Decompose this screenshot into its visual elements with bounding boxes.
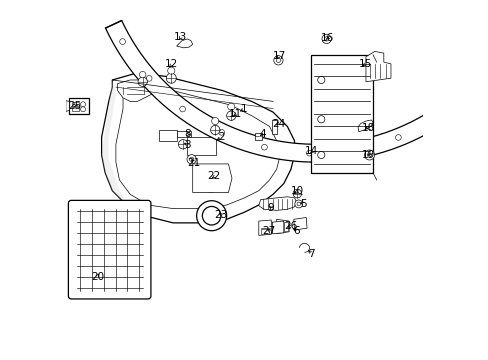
Circle shape bbox=[178, 140, 187, 149]
Text: 23: 23 bbox=[214, 210, 227, 220]
Text: 2: 2 bbox=[218, 132, 224, 142]
Circle shape bbox=[292, 189, 301, 198]
Circle shape bbox=[138, 77, 147, 86]
Circle shape bbox=[218, 130, 224, 135]
Ellipse shape bbox=[203, 176, 228, 191]
Text: 10: 10 bbox=[290, 186, 304, 197]
Circle shape bbox=[273, 56, 283, 65]
Bar bbox=[187, 137, 216, 155]
Circle shape bbox=[146, 76, 152, 81]
Text: 14: 14 bbox=[305, 147, 318, 157]
Circle shape bbox=[294, 200, 302, 208]
Text: 19: 19 bbox=[362, 150, 375, 160]
Bar bbox=[254, 133, 261, 140]
Text: 11: 11 bbox=[228, 109, 242, 119]
Ellipse shape bbox=[202, 170, 219, 186]
Circle shape bbox=[317, 152, 324, 158]
Polygon shape bbox=[486, 68, 488, 83]
Bar bbox=[176, 131, 190, 137]
Text: 12: 12 bbox=[164, 59, 178, 69]
Circle shape bbox=[196, 201, 226, 231]
Text: 5: 5 bbox=[300, 199, 306, 209]
Text: 3: 3 bbox=[183, 140, 190, 150]
Text: 13: 13 bbox=[173, 32, 186, 42]
Text: 6: 6 bbox=[292, 226, 299, 236]
Text: 1: 1 bbox=[241, 104, 247, 113]
Bar bbox=[272, 120, 276, 134]
Circle shape bbox=[366, 153, 371, 157]
Circle shape bbox=[227, 103, 234, 111]
Polygon shape bbox=[66, 101, 69, 111]
Circle shape bbox=[364, 150, 374, 160]
Circle shape bbox=[210, 125, 220, 135]
Circle shape bbox=[351, 147, 357, 153]
Polygon shape bbox=[258, 197, 296, 210]
Polygon shape bbox=[102, 80, 126, 205]
Polygon shape bbox=[258, 220, 271, 235]
Text: 7: 7 bbox=[308, 249, 314, 259]
Circle shape bbox=[81, 102, 85, 107]
Bar bbox=[261, 229, 268, 234]
Circle shape bbox=[324, 37, 328, 41]
Text: 22: 22 bbox=[207, 171, 220, 181]
Text: 20: 20 bbox=[91, 272, 103, 282]
Text: 8: 8 bbox=[183, 129, 190, 139]
Bar bbox=[72, 107, 79, 111]
Bar bbox=[72, 102, 79, 107]
Circle shape bbox=[317, 116, 324, 123]
Text: 27: 27 bbox=[262, 226, 275, 236]
Text: 17: 17 bbox=[272, 51, 285, 61]
Circle shape bbox=[211, 117, 218, 125]
Circle shape bbox=[189, 157, 193, 161]
Polygon shape bbox=[176, 39, 192, 48]
Circle shape bbox=[202, 206, 221, 225]
Circle shape bbox=[186, 155, 196, 164]
Polygon shape bbox=[118, 80, 151, 102]
Text: 18: 18 bbox=[362, 123, 375, 133]
Circle shape bbox=[296, 202, 300, 206]
Bar bbox=[159, 130, 176, 141]
Circle shape bbox=[435, 114, 441, 119]
Polygon shape bbox=[357, 120, 372, 132]
Text: 4: 4 bbox=[259, 129, 266, 139]
Circle shape bbox=[276, 58, 280, 63]
Circle shape bbox=[322, 34, 331, 44]
Circle shape bbox=[470, 85, 476, 91]
Circle shape bbox=[395, 135, 401, 140]
Text: 26: 26 bbox=[284, 221, 297, 231]
Text: 16: 16 bbox=[320, 33, 333, 43]
Circle shape bbox=[306, 150, 312, 156]
Text: 24: 24 bbox=[271, 118, 285, 129]
Polygon shape bbox=[105, 21, 488, 162]
Bar bbox=[283, 222, 287, 231]
Polygon shape bbox=[276, 219, 288, 234]
Polygon shape bbox=[272, 221, 283, 234]
Text: 25: 25 bbox=[68, 101, 81, 111]
FancyBboxPatch shape bbox=[68, 201, 151, 299]
Circle shape bbox=[167, 67, 175, 74]
Text: 9: 9 bbox=[266, 203, 273, 213]
Polygon shape bbox=[293, 217, 306, 230]
Circle shape bbox=[261, 144, 267, 150]
Circle shape bbox=[120, 39, 125, 44]
Text: 21: 21 bbox=[187, 158, 200, 168]
Polygon shape bbox=[192, 164, 231, 193]
Polygon shape bbox=[69, 98, 89, 114]
Circle shape bbox=[166, 73, 176, 83]
Circle shape bbox=[180, 106, 185, 112]
Circle shape bbox=[139, 71, 145, 78]
Polygon shape bbox=[102, 73, 294, 223]
Polygon shape bbox=[310, 55, 372, 173]
Ellipse shape bbox=[195, 165, 225, 192]
Polygon shape bbox=[365, 51, 390, 82]
Text: 15: 15 bbox=[358, 59, 371, 69]
Circle shape bbox=[317, 76, 324, 84]
Circle shape bbox=[81, 107, 85, 112]
Circle shape bbox=[226, 111, 235, 120]
